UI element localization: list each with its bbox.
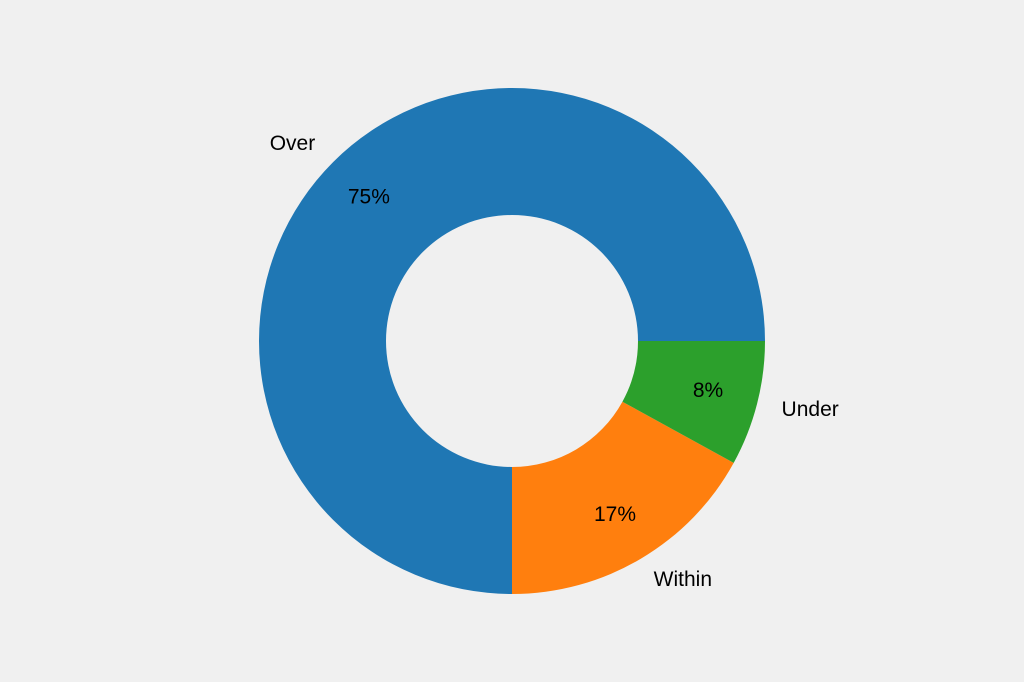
pct-label-within: 17%: [594, 503, 636, 526]
pct-label-over: 75%: [348, 185, 390, 208]
category-label-within: Within: [654, 568, 712, 591]
slice-within: [512, 401, 734, 594]
category-label-under: Under: [782, 398, 839, 421]
slice-over: [259, 88, 765, 594]
category-label-over: Over: [270, 132, 316, 155]
slices: [259, 88, 765, 594]
slice-under: [622, 341, 765, 463]
pct-label-under: 8%: [693, 379, 723, 402]
labels: Over 75% Within 17% Under 8%: [270, 132, 839, 591]
